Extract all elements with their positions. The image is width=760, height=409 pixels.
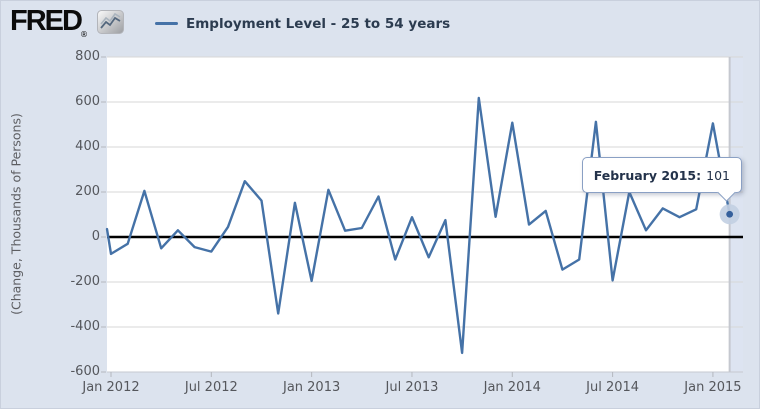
x-axis-tick-label: Jan 2015: [684, 380, 742, 395]
chart-header: FRED® Employment Level - 25 to 54 years: [0, 0, 760, 46]
tooltip-value: 101: [706, 168, 730, 183]
line-chart-icon: [97, 10, 125, 34]
x-axis-tick-label: Jan 2013: [282, 380, 341, 395]
fred-logo[interactable]: FRED®: [10, 5, 125, 39]
y-axis-tick-label: 600: [75, 94, 100, 109]
legend-series-label: Employment Level - 25 to 54 years: [186, 16, 451, 32]
y-axis-tick-label: 0: [91, 229, 100, 244]
series-line[interactable]: [105, 96, 731, 355]
highlighted-point-marker[interactable]: [726, 210, 734, 218]
y-axis-tick-label: 400: [75, 139, 100, 154]
x-axis-tick-label: Jan 2014: [483, 380, 541, 395]
y-axis-tick-label: 200: [75, 184, 100, 199]
x-axis-tick-label: Jul 2013: [385, 380, 439, 395]
registered-trademark-symbol: ®: [79, 30, 88, 39]
fred-logo-text: FRED: [10, 5, 83, 37]
x-axis-tick-label: Jul 2012: [184, 380, 238, 395]
plot-background: [107, 57, 743, 372]
y-axis-tick-label: -400: [70, 319, 100, 334]
tooltip: February 2015: 101: [581, 157, 742, 202]
legend[interactable]: Employment Level - 25 to 54 years: [155, 13, 450, 32]
tooltip-date-label: February 2015:: [593, 168, 702, 183]
y-axis-tick-label: -600: [70, 364, 100, 379]
y-axis-tick-label: 800: [75, 49, 100, 64]
x-axis-tick-label: Jul 2014: [586, 380, 640, 395]
x-axis-tick-label: Jan 2012: [82, 380, 140, 395]
legend-line-swatch: [155, 22, 178, 25]
y-axis-tick-label: -200: [70, 274, 100, 289]
